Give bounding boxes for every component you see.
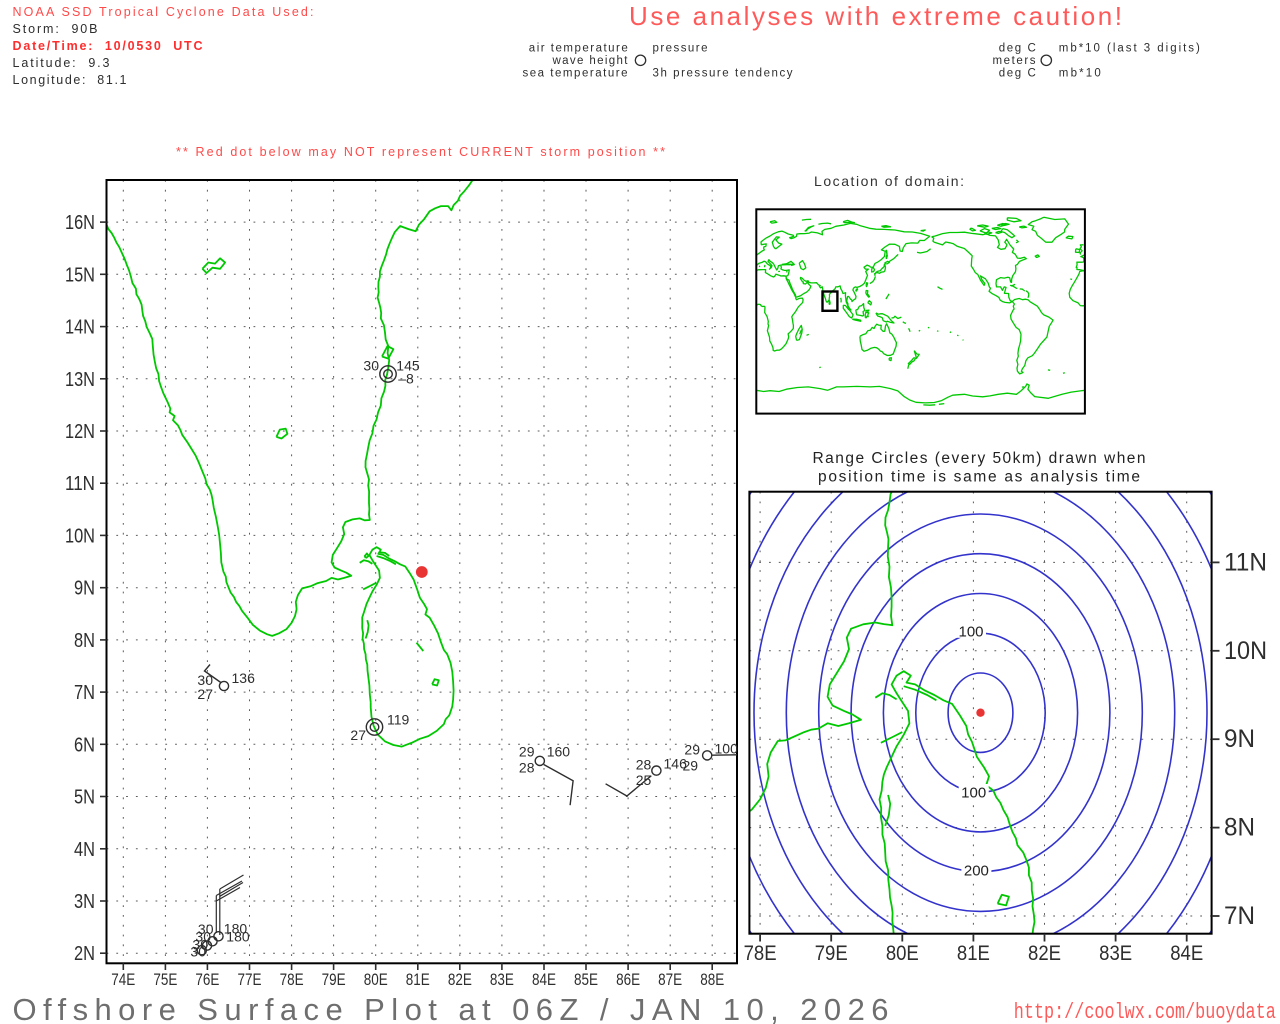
svg-text:25: 25 [636,772,652,788]
svg-text:27: 27 [197,686,213,702]
svg-text:81E: 81E [957,942,990,965]
svg-text:NOAA SSD Tropical Cyclone Data: NOAA SSD Tropical Cyclone Data Used: [13,5,314,19]
svg-text:146: 146 [664,756,688,772]
svg-text:5N: 5N [74,787,95,809]
svg-text:Location of domain:: Location of domain: [814,173,964,189]
svg-text:29: 29 [683,758,699,774]
svg-text:29: 29 [519,743,535,759]
svg-text:4N: 4N [74,839,95,861]
svg-text:Latitude: 9.3: Latitude: 9.3 [13,56,110,70]
svg-text:mb*10 (last 3 digits): mb*10 (last 3 digits) [1059,43,1200,55]
svg-text:200: 200 [964,862,989,879]
svg-text:air temperature: air temperature [529,43,628,55]
svg-text:86E: 86E [616,970,640,989]
svg-text:30: 30 [190,944,206,960]
svg-text:160: 160 [547,743,571,759]
svg-text:180: 180 [224,921,248,937]
svg-text:Use analyses with extreme caut: Use analyses with extreme caution! [629,1,1122,31]
svg-text:30: 30 [197,672,213,688]
svg-text:3h pressure tendency: 3h pressure tendency [653,68,793,80]
svg-text:9N: 9N [74,578,95,600]
svg-text:Date/Time: 10/0530 UTC: Date/Time: 10/0530 UTC [13,39,203,53]
svg-text:11N: 11N [1224,548,1267,576]
svg-text:85E: 85E [574,970,598,989]
svg-text:82E: 82E [1028,942,1061,965]
svg-text:28: 28 [636,757,652,773]
svg-text:100: 100 [961,785,986,802]
svg-text:13N: 13N [65,369,95,391]
svg-text:14N: 14N [65,317,95,339]
svg-text:11N: 11N [65,473,95,495]
svg-text:7N: 7N [1224,902,1255,930]
svg-text:145: 145 [396,358,420,374]
svg-text:136: 136 [232,670,256,686]
svg-text:76E: 76E [195,970,219,989]
svg-text:80E: 80E [364,970,388,989]
svg-text:12N: 12N [65,421,95,443]
svg-text:100: 100 [958,623,983,640]
svg-text:meters: meters [993,55,1036,67]
svg-text:74E: 74E [111,970,135,989]
svg-text:80E: 80E [886,942,919,965]
svg-text:wave height: wave height [552,55,629,67]
svg-text:29: 29 [684,741,700,757]
svg-text:8N: 8N [74,630,95,652]
svg-text:30: 30 [363,358,379,374]
svg-text:88E: 88E [700,970,724,989]
svg-text:9N: 9N [1224,725,1255,753]
svg-text:10N: 10N [1224,637,1267,665]
svg-text:83E: 83E [490,970,514,989]
svg-text:28: 28 [519,760,535,776]
svg-text:7N: 7N [74,682,95,704]
svg-text:Offshore Surface Plot at 06Z /: Offshore Surface Plot at 06Z / JAN 10, 2… [13,992,889,1024]
svg-text:83E: 83E [1099,942,1132,965]
svg-text:Storm: 90B: Storm: 90B [13,22,98,36]
svg-text:30: 30 [192,937,208,953]
svg-text:82E: 82E [448,970,472,989]
svg-text:16N: 16N [65,212,95,234]
svg-text:pressure: pressure [653,43,708,55]
svg-text:–8: –8 [398,371,414,387]
svg-text:30: 30 [195,929,211,945]
svg-text:Longitude: 81.1: Longitude: 81.1 [13,73,127,87]
svg-text:180: 180 [226,928,250,944]
svg-text:3N: 3N [74,891,95,913]
svg-text:sea temperature: sea temperature [523,68,628,80]
svg-text:deg C: deg C [999,43,1036,55]
svg-text:77E: 77E [238,970,262,989]
svg-text:78E: 78E [280,970,304,989]
svg-text:79E: 79E [322,970,346,989]
svg-text:15N: 15N [65,264,95,286]
svg-text:30: 30 [198,921,214,937]
svg-text:deg C: deg C [999,68,1036,80]
svg-text:84E: 84E [532,970,556,989]
svg-text:mb*10: mb*10 [1059,68,1101,80]
svg-text:87E: 87E [658,970,682,989]
svg-text:119: 119 [387,712,410,728]
svg-text:2N: 2N [74,943,95,965]
svg-text:8N: 8N [1224,814,1255,842]
svg-text:** Red dot below may NOT repre: ** Red dot below may NOT represent CURRE… [176,145,665,159]
svg-text:84E: 84E [1170,942,1203,965]
svg-text:http://coolwx.com/buoydata: http://coolwx.com/buoydata [1014,1000,1276,1024]
svg-text:10N: 10N [65,525,95,547]
svg-text:79E: 79E [815,942,848,965]
svg-text:6N: 6N [74,734,95,756]
svg-text:78E: 78E [744,942,777,965]
svg-text:81E: 81E [406,970,430,989]
svg-text:position time is same as analy: position time is same as analysis time [818,469,1140,486]
svg-text:Range Circles (every 50km) dra: Range Circles (every 50km) drawn when [813,450,1146,467]
svg-text:27: 27 [350,727,366,743]
svg-text:75E: 75E [153,970,177,989]
svg-text:100: 100 [715,740,739,756]
